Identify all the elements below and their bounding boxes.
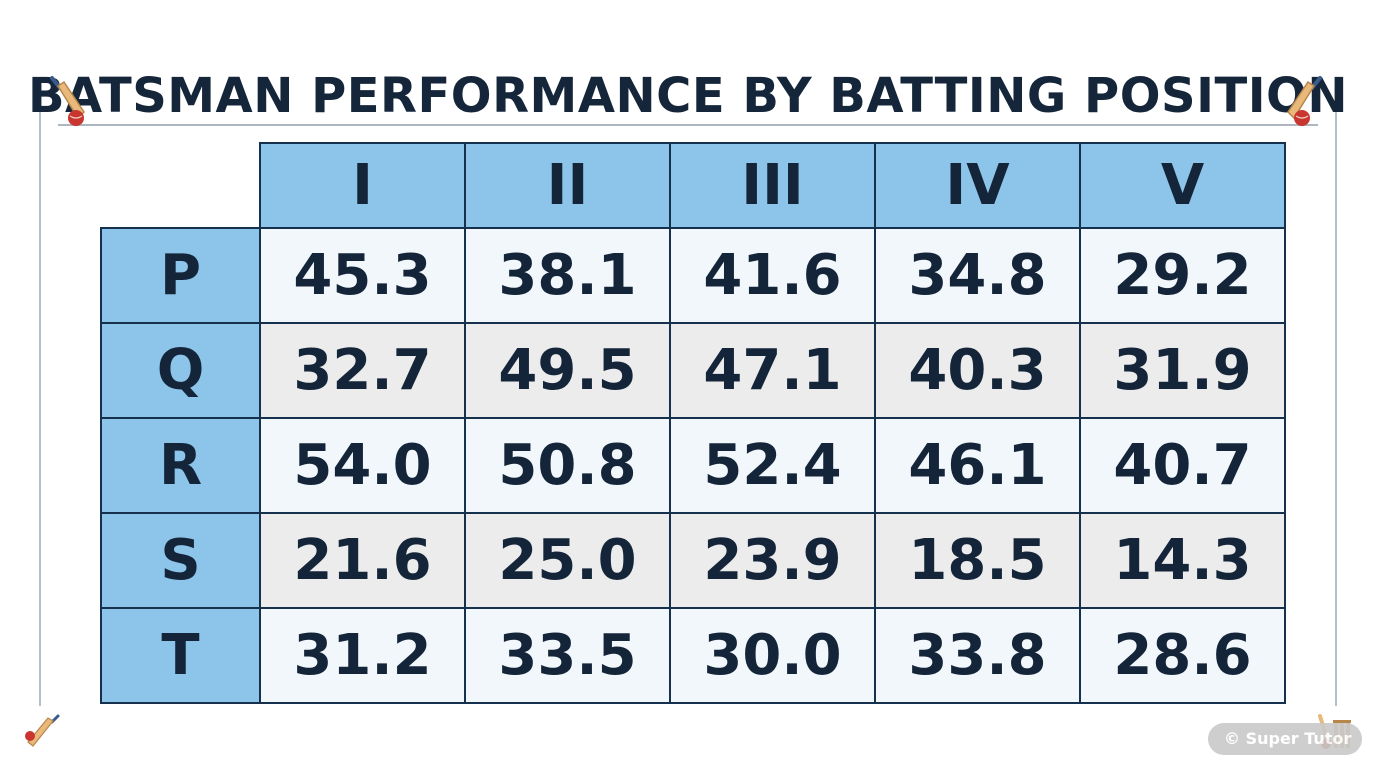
value-cell: 14.3 — [1079, 512, 1286, 609]
value-cell: 41.6 — [669, 227, 876, 324]
row-header: S — [100, 512, 261, 609]
row-header: T — [100, 607, 261, 704]
value-cell: 30.0 — [669, 607, 876, 704]
corner-cell — [101, 143, 260, 228]
column-header: III — [669, 142, 876, 229]
value-cell: 54.0 — [259, 417, 466, 514]
table-row: R 54.0 50.8 52.4 46.1 40.7 — [100, 417, 1286, 514]
value-cell: 23.9 — [669, 512, 876, 609]
value-cell: 21.6 — [259, 512, 466, 609]
value-cell: 33.8 — [874, 607, 1081, 704]
value-cell: 50.8 — [464, 417, 671, 514]
value-cell: 31.9 — [1079, 322, 1286, 419]
cricket-bat-ball-icon — [1287, 76, 1322, 126]
frame-left-line — [39, 80, 41, 706]
value-cell: 52.4 — [669, 417, 876, 514]
row-header: P — [100, 227, 261, 324]
table-row: S 21.6 25.0 23.9 18.5 14.3 — [100, 512, 1286, 609]
table-row: Q 32.7 49.5 47.1 40.3 31.9 — [100, 322, 1286, 419]
cricket-bat-ball-icon — [50, 76, 85, 126]
value-cell: 45.3 — [259, 227, 466, 324]
table-row: P 45.3 38.1 41.6 34.8 29.2 — [100, 227, 1286, 324]
row-header: R — [100, 417, 261, 514]
value-cell: 28.6 — [1079, 607, 1286, 704]
value-cell: 31.2 — [259, 607, 466, 704]
watermark-badge: © Super Tutor — [1208, 723, 1362, 755]
value-cell: 46.1 — [874, 417, 1081, 514]
value-cell: 38.1 — [464, 227, 671, 324]
value-cell: 47.1 — [669, 322, 876, 419]
header-row: I II III IV V — [101, 142, 1286, 229]
column-header: II — [464, 142, 671, 229]
frame-right-line — [1335, 80, 1337, 706]
cricket-bat-ball-icon — [25, 714, 60, 747]
value-cell: 49.5 — [464, 322, 671, 419]
performance-table: I II III IV V P 45.3 38.1 41.6 34.8 29.2… — [100, 142, 1286, 704]
value-cell: 25.0 — [464, 512, 671, 609]
value-cell: 40.3 — [874, 322, 1081, 419]
title-underline — [58, 124, 1318, 126]
row-header: Q — [100, 322, 261, 419]
chart-title: BATSMAN PERFORMANCE BY BATTING POSITION — [27, 68, 1349, 124]
value-cell: 29.2 — [1079, 227, 1286, 324]
table-row: T 31.2 33.5 30.0 33.8 28.6 — [100, 607, 1286, 704]
value-cell: 32.7 — [259, 322, 466, 419]
value-cell: 18.5 — [874, 512, 1081, 609]
value-cell: 40.7 — [1079, 417, 1286, 514]
column-header: V — [1079, 142, 1286, 229]
value-cell: 34.8 — [874, 227, 1081, 324]
column-header: IV — [874, 142, 1081, 229]
value-cell: 33.5 — [464, 607, 671, 704]
column-header: I — [259, 142, 466, 229]
